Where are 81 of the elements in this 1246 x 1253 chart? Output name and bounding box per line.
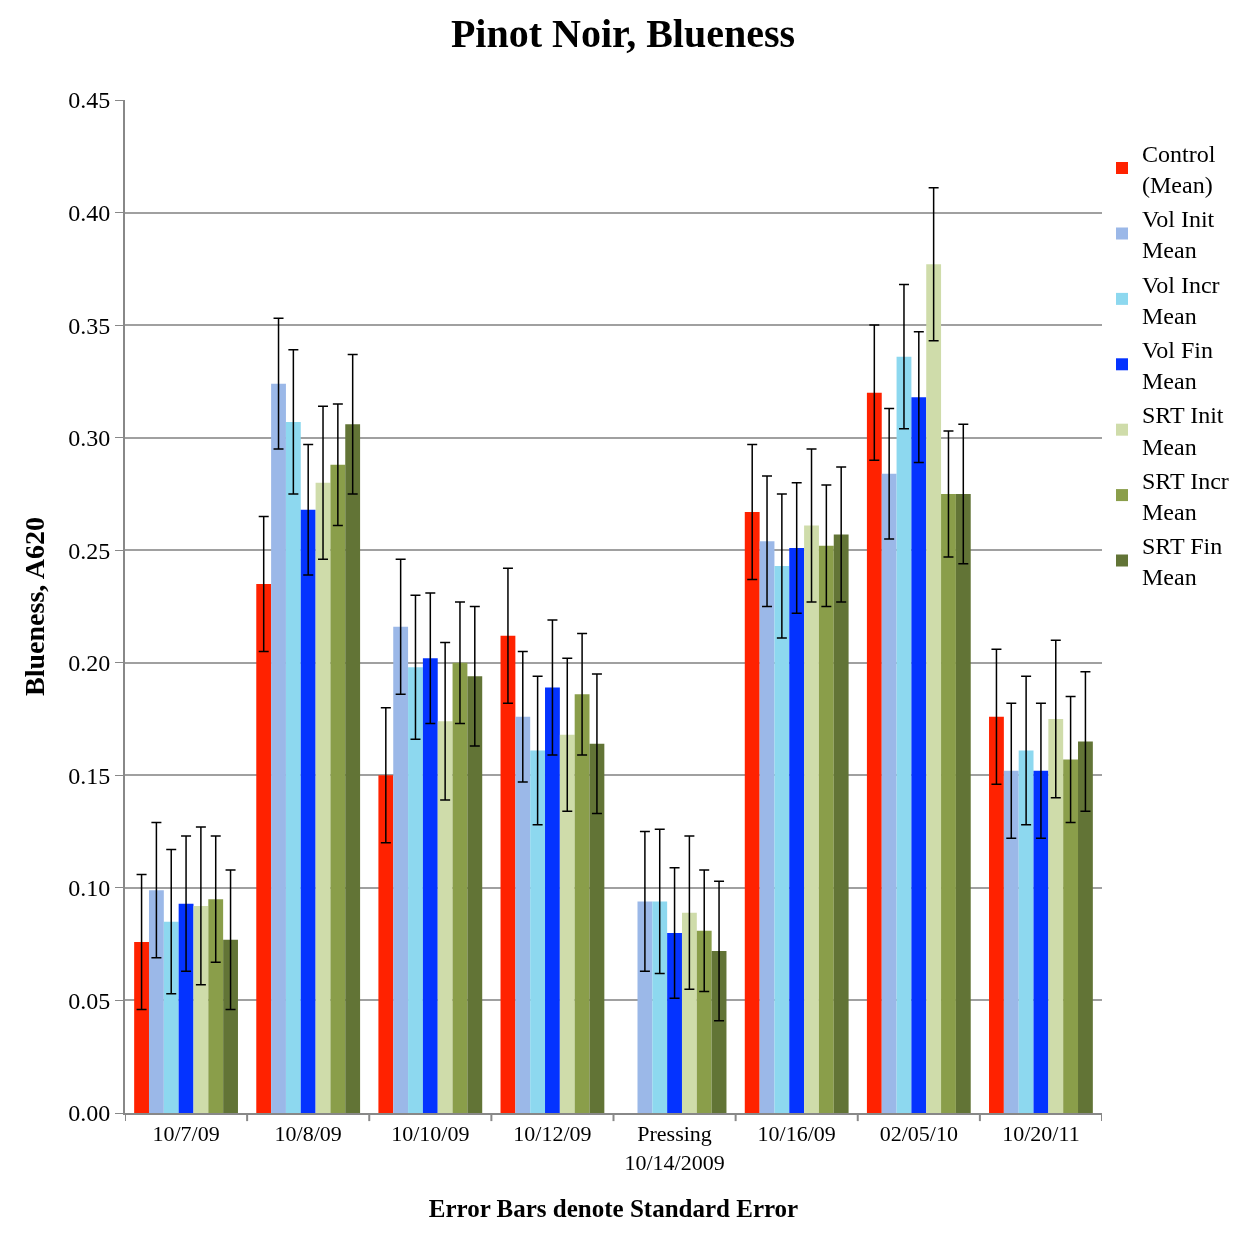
bar	[989, 716, 1004, 1113]
bar	[208, 899, 224, 1113]
x-tick-label: 10/7/09	[152, 1121, 220, 1147]
bar	[467, 676, 483, 1113]
bar	[256, 583, 272, 1113]
bar	[1048, 719, 1064, 1113]
bar	[285, 421, 301, 1113]
bar	[667, 932, 682, 1113]
bar	[896, 356, 912, 1113]
x-tick-label: 10/12/09	[513, 1121, 592, 1147]
y-tick-label: 0.25	[68, 537, 111, 564]
y-tick-label: 0.15	[68, 762, 111, 789]
bar	[926, 264, 942, 1113]
legend-label: Vol Init Mean	[1142, 206, 1215, 264]
y-tick-label: 0.00	[68, 1100, 111, 1127]
legend-label: SRT Fin Mean	[1142, 533, 1223, 591]
bar	[193, 905, 209, 1113]
bar	[1018, 750, 1034, 1113]
bar	[330, 464, 346, 1113]
bar	[148, 890, 164, 1113]
bar	[744, 511, 760, 1113]
bar	[515, 716, 531, 1113]
y-tick-label: 0.35	[68, 312, 111, 339]
bar	[589, 743, 605, 1113]
x-tick-label: 10/10/09	[391, 1121, 470, 1147]
x-tick-label: 02/05/10	[879, 1121, 958, 1147]
bar	[1003, 770, 1019, 1113]
bar	[804, 525, 819, 1113]
bar	[223, 939, 238, 1113]
y-axis-title: Blueness, A620	[19, 517, 51, 696]
y-tick-label: 0.05	[68, 987, 111, 1014]
bar	[315, 482, 331, 1113]
bar	[345, 424, 361, 1113]
bar	[408, 667, 423, 1113]
bar	[300, 509, 316, 1113]
bar	[881, 473, 897, 1113]
y-tick-label: 0.20	[68, 650, 111, 677]
legend-label: SRT Incr Mean	[1142, 467, 1229, 526]
bar	[818, 545, 834, 1113]
x-tick-label: 10/8/09	[274, 1121, 342, 1147]
bar	[911, 397, 927, 1113]
bar	[378, 775, 394, 1113]
bar	[1033, 770, 1049, 1113]
bar	[866, 392, 882, 1113]
bar	[393, 626, 409, 1113]
bar	[759, 541, 775, 1113]
legend-label: Control (Mean)	[1142, 140, 1216, 199]
bar	[1078, 741, 1093, 1113]
bar	[774, 565, 790, 1113]
bar	[530, 750, 546, 1113]
y-tick-label: 0.40	[68, 199, 111, 226]
bar	[637, 901, 653, 1113]
bar	[437, 721, 453, 1113]
bar	[955, 493, 971, 1113]
x-tick-label: 10/20/11	[1002, 1121, 1080, 1147]
y-tick-label: 0.30	[68, 425, 111, 452]
legend-label: SRT Init Mean	[1142, 402, 1224, 460]
chart-title: Pinot Noir, Blueness	[450, 10, 796, 56]
legend-label: Vol Fin Mean	[1142, 337, 1213, 395]
bar	[1063, 759, 1079, 1113]
bar	[559, 734, 575, 1113]
bar	[696, 930, 712, 1113]
bar	[271, 383, 286, 1113]
x-tick-label: Pressing 10/14/2009	[624, 1121, 725, 1175]
bar	[452, 662, 468, 1113]
bar	[422, 658, 438, 1113]
bar	[681, 912, 697, 1113]
bar	[652, 901, 668, 1113]
bar	[789, 547, 805, 1113]
bar	[833, 534, 849, 1113]
x-tick-label: 10/16/09	[757, 1121, 836, 1147]
x-axis-title: Error Bars denote Standard Error	[428, 1194, 799, 1222]
bar	[500, 635, 516, 1113]
bar	[163, 921, 179, 1113]
bar	[134, 941, 149, 1113]
bar	[574, 694, 590, 1113]
y-tick-label: 0.10	[68, 875, 111, 902]
y-tick-label: 0.45	[68, 87, 111, 114]
bar	[941, 493, 956, 1113]
bar	[545, 687, 560, 1113]
legend-label: Vol Incr Mean	[1142, 271, 1220, 329]
